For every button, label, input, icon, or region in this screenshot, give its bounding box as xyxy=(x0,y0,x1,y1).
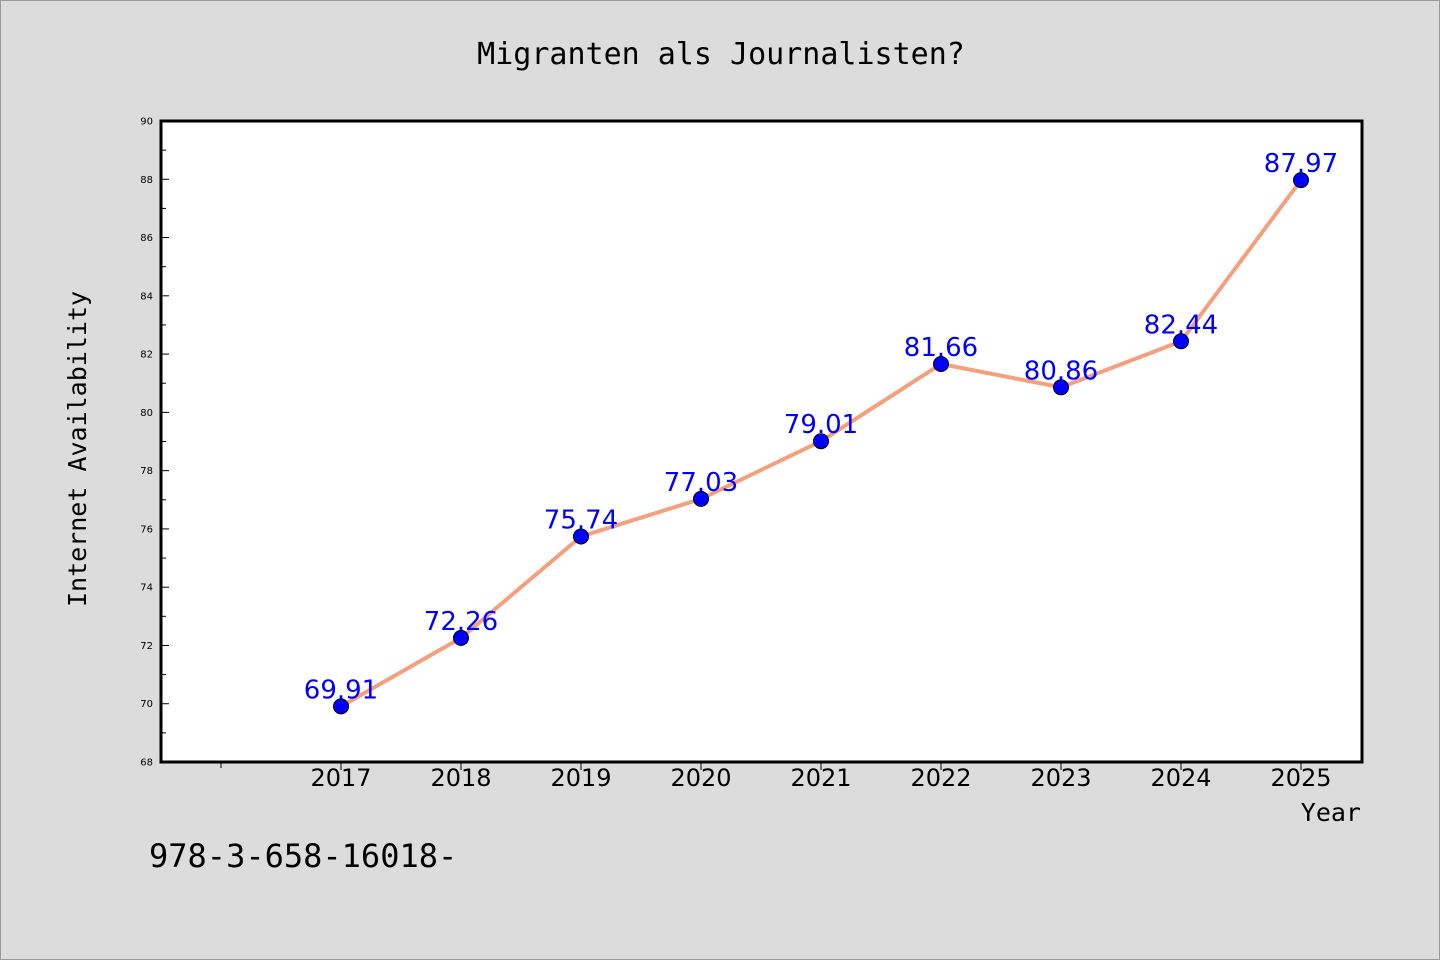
x-tick-label: 2021 xyxy=(790,764,851,792)
y-tick-label: 68 xyxy=(140,758,153,769)
data-label: 79.01 xyxy=(784,410,858,440)
x-tick-label: 2020 xyxy=(670,764,731,792)
data-point xyxy=(453,629,469,646)
x-tick-label: 2023 xyxy=(1030,764,1091,792)
y-tick-label: 74 xyxy=(140,583,153,594)
data-label: 75.74 xyxy=(544,505,618,535)
data-label: 80.86 xyxy=(1024,356,1098,386)
data-point xyxy=(1173,333,1189,350)
x-tick-label: 2017 xyxy=(310,764,371,792)
y-tick-label: 82 xyxy=(140,350,153,361)
y-axis-ticks: 68 70 72 74 76 78 80 82 84 86 88 90 xyxy=(140,117,169,769)
y-tick-label: 78 xyxy=(140,466,153,477)
data-label: 77.03 xyxy=(664,468,738,498)
y-tick-label: 70 xyxy=(140,699,153,710)
data-point xyxy=(333,698,349,715)
y-tick-label: 86 xyxy=(140,233,153,244)
y-tick-label: 72 xyxy=(140,641,153,652)
data-point xyxy=(693,490,709,507)
y-tick-label: 88 xyxy=(140,175,153,186)
data-label: 82.44 xyxy=(1144,310,1218,340)
x-axis-label: Year xyxy=(1301,798,1361,827)
x-tick-label: 2025 xyxy=(1270,764,1331,792)
data-point xyxy=(933,355,949,372)
x-tick-label: 2018 xyxy=(430,764,491,792)
data-label: 69.91 xyxy=(304,675,378,705)
data-point xyxy=(813,433,829,450)
plot-area xyxy=(159,119,1364,764)
data-label: 72.26 xyxy=(424,607,498,637)
y-axis-label: Internet Availability xyxy=(63,291,92,607)
chart-title: Migranten als Journalisten? xyxy=(477,37,965,72)
x-tick-label: 2022 xyxy=(910,764,971,792)
data-point xyxy=(1293,172,1309,189)
data-point xyxy=(1053,379,1069,396)
y-tick-label: 90 xyxy=(140,117,153,128)
y-tick-label: 84 xyxy=(140,291,153,302)
series-layer: 69.91 72.26 75.74 77.03 79.01 81.66 80.86 82.44… xyxy=(304,149,1338,715)
footer-isbn-text: 978-3-658-16018- xyxy=(149,837,457,875)
y-tick-label: 76 xyxy=(140,524,153,535)
y-tick-label: 80 xyxy=(140,408,153,419)
data-point xyxy=(573,528,589,545)
x-tick-label: 2019 xyxy=(550,764,611,792)
data-label: 87.97 xyxy=(1264,149,1338,179)
data-label: 81.66 xyxy=(904,333,978,363)
x-tick-label: 2024 xyxy=(1150,764,1211,792)
x-axis-ticks: 2017 2018 2019 2020 2021 2022 2023 2024 2025 xyxy=(220,762,1332,792)
